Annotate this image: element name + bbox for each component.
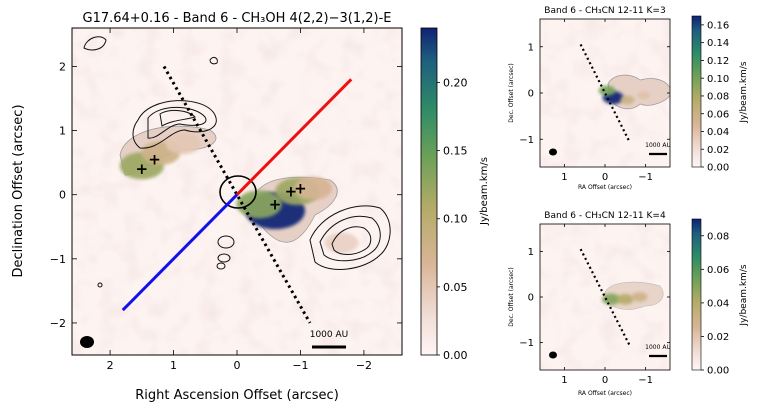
main-y-tick-label-2: 0: [59, 189, 66, 202]
k4-panel: Band 6 - CH₃CN 12-11 K=4 1000 AU 1 0 −1 1 0 −…: [508, 211, 749, 397]
k3-dotted-axis-line: [579, 43, 631, 143]
main-y-tick-label-0: 2: [59, 60, 66, 73]
k3-title: Band 6 - CH₃CN 12-11 K=3: [544, 6, 665, 16]
main-beam-ellipse: [80, 336, 94, 348]
k4-colorbar: [691, 218, 702, 371]
k3-colorbar-tick-label-2: 0.04: [707, 127, 729, 138]
k4-emission-blob-0: [601, 293, 621, 305]
k3-lines-layer: [579, 43, 631, 143]
k3-colorbar-tick-label-3: 0.06: [707, 109, 729, 120]
k3-emission-blob-3: [637, 91, 650, 100]
k3-beam-ellipse: [549, 148, 557, 156]
main-markers-layer: +++++: [136, 150, 307, 213]
k3-x-tick-label-2: −1: [638, 172, 653, 183]
k3-colorbar-tick-label-1: 0.02: [707, 145, 729, 156]
k4-colorbar-ticks: 0.00 0.02 0.04 0.06 0.08: [701, 231, 729, 377]
main-colorbar-tick-label-4: 0.20: [443, 76, 468, 89]
k3-x-tick-label-1: 0: [602, 172, 608, 183]
k3-colorbar-tick-label-8: 0.16: [707, 20, 729, 31]
main-blue-outflow-line: [121, 193, 239, 312]
k4-axes: 1 0 −1 1 0 −1: [519, 224, 670, 386]
k4-emission-blob-2: [631, 292, 648, 302]
k4-colorbar-tick-label-0: 0.00: [707, 366, 729, 377]
k3-colorbar-tick-label-0: 0.00: [707, 163, 729, 174]
main-y-tick-label-4: −2: [50, 317, 66, 330]
main-central-circle: [219, 175, 257, 209]
main-title: G17.64+0.16 - Band 6 - CH₃OH 4(2,2)−3(1,…: [83, 11, 392, 26]
k4-x-tick-label-0: 1: [561, 375, 567, 386]
main-colorbar-tick-label-0: 0.00: [443, 349, 468, 362]
k4-scale-bar-label: 1000 AU: [645, 344, 671, 351]
main-x-axis-label: Right Ascension Offset (arcsec): [135, 388, 339, 403]
k4-title: Band 6 - CH₃CN 12-11 K=4: [544, 211, 666, 221]
k3-x-axis-label: RA Offset (arcsec): [578, 184, 632, 191]
main-source-marker-2: +: [269, 195, 282, 213]
main-y-axis-label: Declination Offset (arcsec): [11, 104, 26, 277]
main-emission-blob-1: [236, 190, 282, 219]
main-panel: G17.64+0.16 - Band 6 - CH₃OH 4(2,2)−3(1,…: [11, 11, 490, 403]
main-colorbar-tick-label-1: 0.05: [443, 281, 468, 294]
k4-emission-layer: [601, 292, 648, 305]
k3-emission-blob-2: [620, 95, 635, 105]
main-x-tick-label-3: −1: [292, 359, 308, 372]
main-colorbar-ticks: 0.00 0.05 0.10 0.15 0.20: [437, 76, 468, 362]
main-source-marker-4: +: [294, 179, 307, 197]
main-source-marker-3: +: [285, 183, 298, 201]
k4-x-tick-label-2: −1: [638, 375, 653, 386]
main-x-tick-label-4: −2: [356, 359, 372, 372]
k3-axes: 1 0 −1 1 0 −1: [519, 19, 670, 183]
main-colorbar-tick-label-3: 0.15: [443, 145, 468, 158]
k3-colorbar-tick-label-7: 0.14: [707, 38, 729, 49]
k4-y-tick-label-1: 0: [528, 293, 534, 304]
main-colorbar: [420, 27, 438, 356]
k3-colorbar: [691, 15, 702, 168]
main-lines-layer: [121, 65, 353, 324]
main-emission-blob-7: [324, 232, 359, 254]
k3-emission-blob-1: [598, 85, 616, 96]
k3-colorbar-tick-label-4: 0.08: [707, 92, 729, 103]
main-y-tick-label-1: 1: [59, 125, 66, 138]
main-scale-bar-label: 1000 AU: [310, 330, 349, 340]
k4-y-tick-label-2: −1: [519, 338, 534, 349]
main-noise-texture: [72, 28, 402, 355]
k3-scale-bar-label: 1000 AU: [645, 142, 671, 149]
k4-colorbar-label: Jy/beam.km/s: [739, 264, 749, 326]
k3-colorbar-tick-label-6: 0.12: [707, 56, 729, 67]
k3-colorbar-ticks: 0.00 0.02 0.04 0.06 0.08 0.10 0.12 0.14 0.16: [701, 20, 729, 174]
main-x-tick-label-1: 1: [170, 359, 177, 372]
main-colorbar-tick-label-2: 0.10: [443, 213, 468, 226]
k4-beam-ellipse: [549, 351, 557, 359]
k3-x-tick-label-0: 1: [561, 172, 567, 183]
k4-x-tick-label-1: 0: [602, 375, 608, 386]
k4-y-axis-label: Dec. Offset (arcsec): [508, 267, 515, 326]
k3-y-tick-label-2: −1: [519, 135, 534, 146]
k3-colorbar-tick-label-5: 0.10: [707, 74, 729, 85]
k3-colorbar-label: Jy/beam.km/s: [739, 61, 749, 123]
k4-emission-blob-1: [616, 294, 634, 305]
k4-colorbar-tick-label-4: 0.08: [707, 231, 729, 242]
k3-y-tick-label-0: 1: [528, 42, 534, 53]
main-dotted-axis-line: [162, 65, 312, 324]
main-y-tick-label-3: −1: [50, 253, 66, 266]
main-axes: 2 1 0 −1 −2 2 1 0 −1 −2: [50, 28, 402, 372]
main-source-marker-0: +: [148, 150, 161, 168]
k4-colorbar-tick-label-1: 0.02: [707, 332, 729, 343]
k3-emission-layer: [598, 85, 650, 105]
main-x-tick-label-0: 2: [107, 359, 114, 372]
k4-colorbar-tick-label-2: 0.04: [707, 298, 729, 309]
main-emission-blob-6: [165, 132, 201, 155]
main-red-outflow-line: [235, 78, 353, 196]
k3-y-tick-label-1: 0: [528, 89, 534, 100]
k3-y-axis-label: Dec. Offset (arcsec): [508, 63, 515, 122]
k4-colorbar-tick-label-3: 0.06: [707, 265, 729, 276]
main-contours: [83, 36, 391, 288]
main-source-marker-1: +: [136, 160, 149, 178]
main-x-tick-label-2: 0: [234, 359, 241, 372]
main-emission-blob-3: [294, 176, 333, 200]
main-colorbar-label: Jy/beam.km/s: [479, 157, 490, 226]
k4-y-tick-label-0: 1: [528, 247, 534, 258]
k4-x-axis-label: RA Offset (arcsec): [578, 390, 632, 397]
k3-panel: Band 6 - CH₃CN 12-11 K=3 1000 AU 1 0 −1 1 0 −…: [508, 6, 749, 191]
